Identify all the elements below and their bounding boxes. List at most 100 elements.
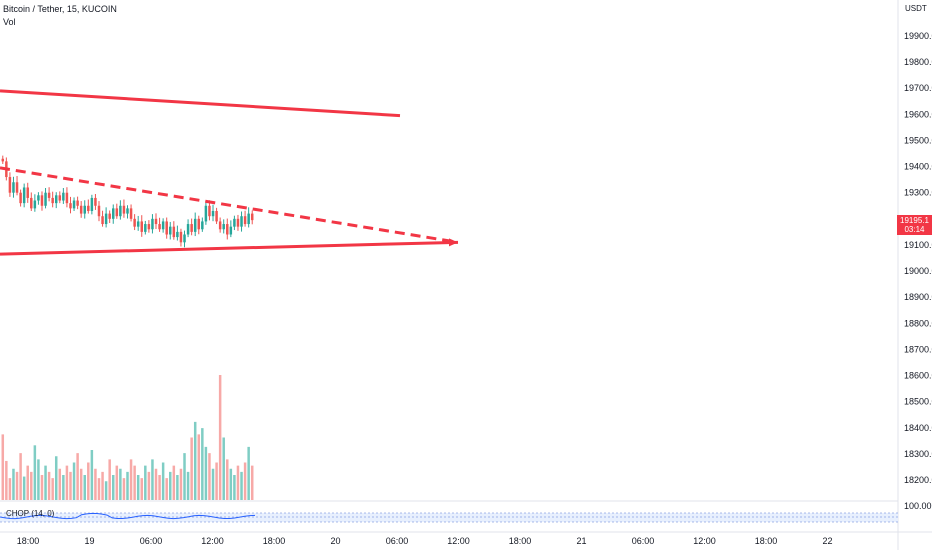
candle-body <box>140 221 144 232</box>
volume-bar <box>83 475 86 500</box>
volume-bar <box>122 478 126 500</box>
last-price-value: 19195.1 <box>900 216 929 225</box>
last-price-badge: 19195.1 03:14 <box>897 215 932 235</box>
volume-bar <box>204 446 208 500</box>
chop-legend: CHOP (14, 0) <box>6 509 55 518</box>
volume-bar <box>58 468 62 500</box>
volume-bar <box>5 460 8 500</box>
trendlines[interactable] <box>0 89 459 256</box>
volume-bar <box>197 434 201 500</box>
volume-bar <box>240 471 243 500</box>
volume-bar <box>243 462 247 500</box>
time-tick-label: 12:00 <box>447 536 470 546</box>
volume-bar <box>108 459 111 500</box>
volume-bar <box>233 475 236 500</box>
volume-bar <box>94 468 97 500</box>
volume-bar <box>136 475 140 500</box>
volume-bar <box>129 459 133 500</box>
volume-bar <box>12 468 15 500</box>
candle-body <box>211 210 215 217</box>
volume-bar <box>169 471 172 500</box>
candle-body <box>104 213 108 225</box>
candle-body <box>62 192 65 201</box>
volume-bar <box>65 465 69 500</box>
volume-bar <box>87 462 90 500</box>
candle-body <box>201 221 204 230</box>
candle-body <box>222 224 225 230</box>
candle-body <box>208 205 211 217</box>
candle-body <box>37 195 40 201</box>
price-tick-label: 18300.0 <box>904 449 932 459</box>
price-tick-label: 18900.0 <box>904 292 932 302</box>
candle-body <box>126 208 129 214</box>
price-tick-label: 19400.0 <box>904 162 932 172</box>
candle-body <box>83 205 86 214</box>
price-tick-label: 19500.0 <box>904 135 932 145</box>
volume-bar <box>172 465 176 500</box>
volume-bar <box>97 478 101 500</box>
time-axis[interactable]: 18:00 19 06:00 12:00 18:00 20 06:00 12:00 18:00 2… <box>17 536 833 546</box>
candle-body <box>40 195 44 206</box>
time-tick-label: 20 <box>330 536 340 546</box>
candle-body <box>218 221 222 230</box>
volume-legend: Vol <box>3 17 16 27</box>
candle-body <box>186 224 190 235</box>
candle-body <box>250 213 254 221</box>
volume-bar <box>236 465 240 500</box>
volume-bar <box>190 437 193 500</box>
time-tick-label: 06:00 <box>140 536 163 546</box>
volume-bar <box>40 475 44 500</box>
time-tick-label: 22 <box>822 536 832 546</box>
candle-body <box>65 192 69 204</box>
volume-bar <box>154 468 158 500</box>
candle-body <box>233 218 236 227</box>
candle-body <box>51 197 54 204</box>
volume-bar <box>140 478 144 500</box>
price-tick-label: 19000.0 <box>904 266 932 276</box>
volume-bar <box>22 476 26 500</box>
bar-countdown: 03:14 <box>904 225 925 234</box>
candle-body <box>161 221 165 230</box>
candle-body <box>54 195 58 204</box>
candle-body <box>15 182 19 193</box>
volume-bar <box>193 421 197 500</box>
volume-bar <box>37 459 40 500</box>
volume-bar <box>215 462 218 500</box>
symbol-title: Bitcoin / Tether, 15, KUCOIN <box>3 4 117 14</box>
candle-body <box>22 187 26 204</box>
candle-body <box>115 208 119 217</box>
price-tick-label: 18200.0 <box>904 475 932 485</box>
volume-bar <box>69 471 72 500</box>
support-trendline <box>0 240 459 256</box>
candle-body <box>26 187 29 198</box>
volume-bar <box>54 456 58 500</box>
candle-body <box>169 226 172 235</box>
candle-body <box>47 192 51 198</box>
candle-body <box>44 192 47 206</box>
candle-body <box>243 216 247 225</box>
price-tick-label: 18800.0 <box>904 318 932 328</box>
candle-body <box>247 213 250 225</box>
candle-body <box>144 224 147 232</box>
candle-body <box>236 218 240 227</box>
candle-body <box>179 231 183 243</box>
volume-bar <box>72 462 76 500</box>
candle-body <box>12 182 15 193</box>
candle-body <box>87 205 90 211</box>
volume-bar <box>126 471 129 500</box>
volume-bar <box>47 471 51 500</box>
price-tick-label: 18500.0 <box>904 397 932 407</box>
candle-body <box>108 213 111 219</box>
price-tick-label: 19600.0 <box>904 109 932 119</box>
volume-bar <box>30 471 33 500</box>
price-axis[interactable]: 19900.0 19800.0 19700.0 19600.0 19500.0 19400… <box>904 31 932 485</box>
chop-value-label: 100.00 <box>904 501 932 511</box>
time-tick-label: 19 <box>84 536 94 546</box>
price-tick-label: 18600.0 <box>904 371 932 381</box>
volume-bar <box>79 468 83 500</box>
candle-body <box>76 200 79 206</box>
volume-bar <box>250 465 254 500</box>
candle-body <box>101 216 104 225</box>
candle-body <box>122 205 126 214</box>
